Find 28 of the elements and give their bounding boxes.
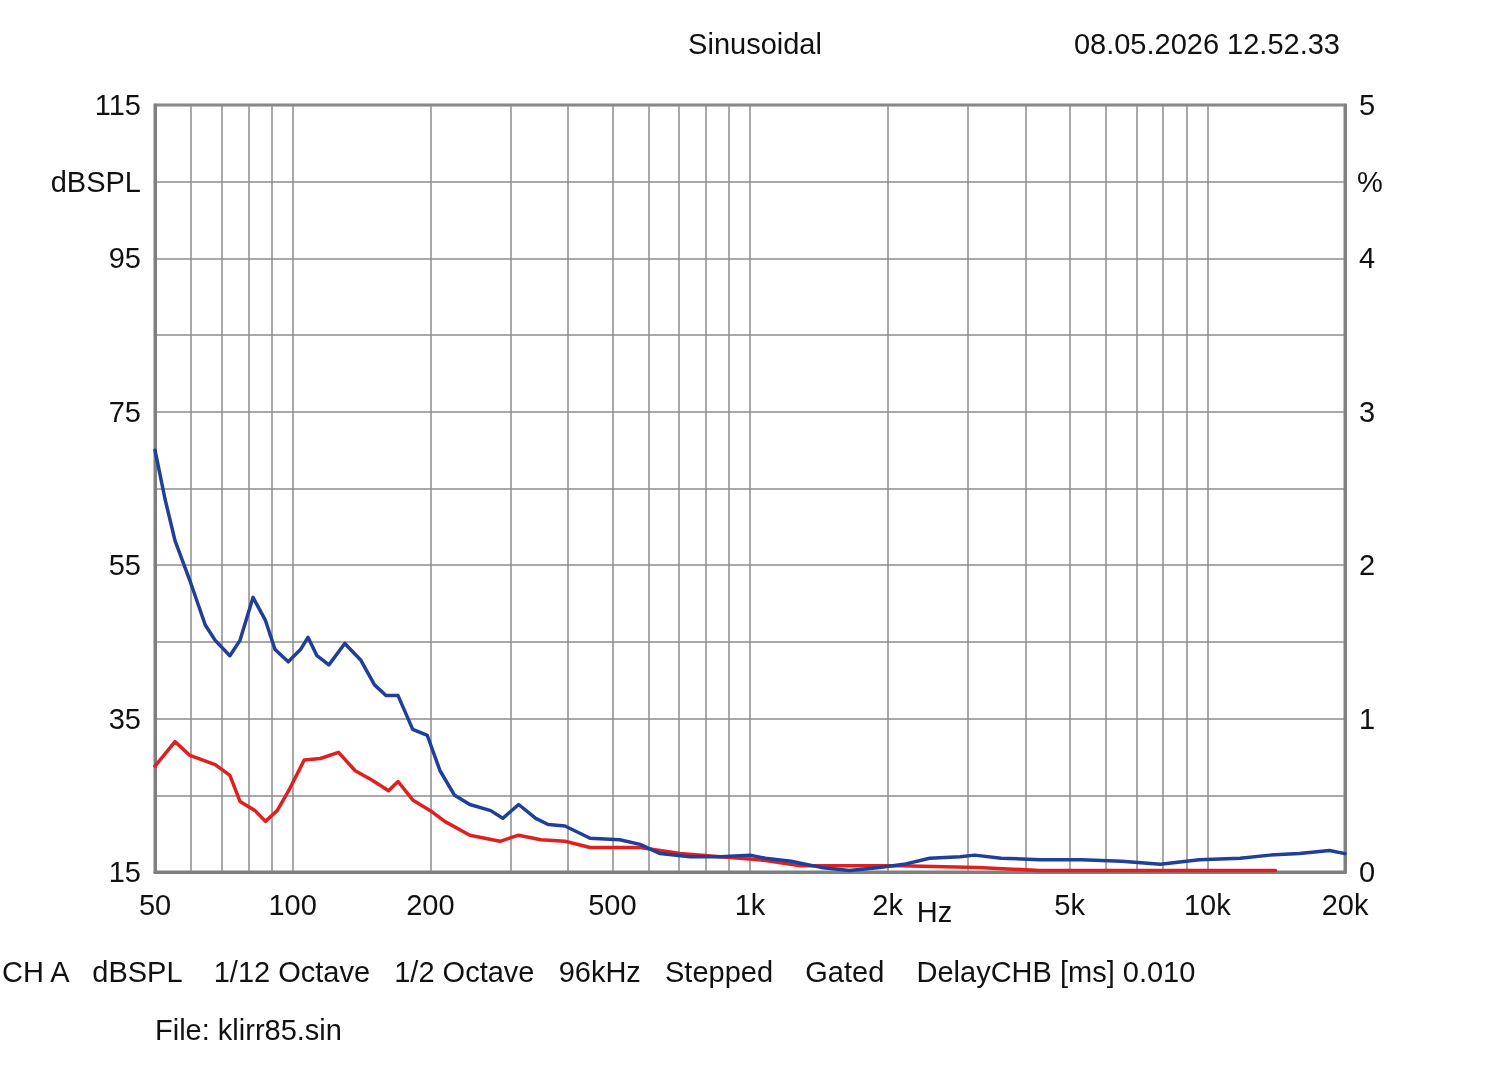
x-tick-label: 500 xyxy=(588,888,637,921)
x-tick-label: 1k xyxy=(734,888,766,921)
x-tick-label: 10k xyxy=(1183,888,1232,921)
y-tick-label: 35 xyxy=(108,702,141,735)
y2-tick-label: 2 xyxy=(1359,549,1376,582)
x-axis-title: Hz xyxy=(916,896,953,928)
x-tick-label: 5k xyxy=(1054,888,1086,921)
text: File: klirr85.sin xyxy=(155,1014,342,1046)
y-axis-title: dBSPL xyxy=(50,165,141,198)
y2-tick-label: 5 xyxy=(1359,89,1376,121)
y2-tick-label: 3 xyxy=(1359,395,1376,428)
chart-subtitle: 08.05.2026 12.52.33 xyxy=(1073,27,1341,60)
x-tick-label: 50 xyxy=(138,888,172,921)
y-tick-label: 75 xyxy=(108,395,141,428)
y-tick-label: 95 xyxy=(108,242,141,275)
x-tick-label: 20k xyxy=(1321,888,1369,921)
y-tick-label: 55 xyxy=(108,549,141,582)
x-tick-label: 200 xyxy=(406,888,455,921)
y-tick-label: 15 xyxy=(108,856,141,888)
y2-tick-label: 1 xyxy=(1359,702,1376,735)
x-tick-label: 2k xyxy=(872,888,904,921)
y2-tick-label: 4 xyxy=(1359,242,1376,275)
y2-axis-title: % xyxy=(1357,165,1383,198)
x-tick-label: 100 xyxy=(268,888,317,921)
chart-title: Sinusoidal xyxy=(688,27,822,60)
y2-tick-label: 0 xyxy=(1359,856,1376,888)
y-tick-label: 115 xyxy=(94,89,141,121)
text: CH A dBSPL 1/12 Octave 1/2 Octave 96kHz Stepped Gated DelayCHB [ms] 0.010 xyxy=(2,956,1196,988)
